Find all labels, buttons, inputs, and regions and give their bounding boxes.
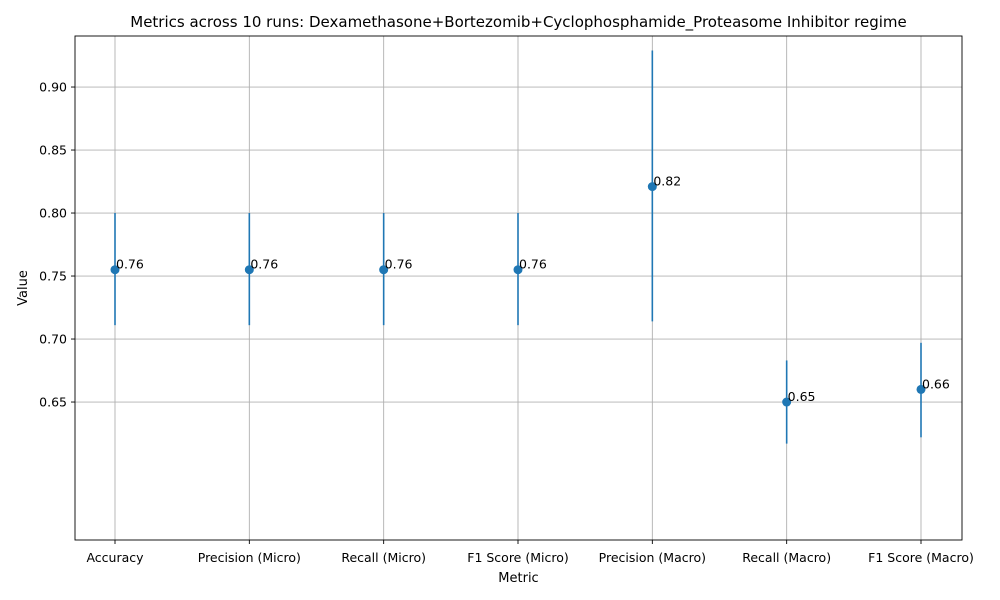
data-point xyxy=(244,265,254,275)
x-tick-label: Recall (Micro) xyxy=(341,550,426,565)
x-tick-label: Precision (Micro) xyxy=(198,550,301,565)
data-label: 0.82 xyxy=(653,174,681,189)
tick-layer: Accuracy Precision (Micro) Recall (Micro) F… xyxy=(39,80,974,565)
data-point xyxy=(782,397,792,407)
data-point xyxy=(379,265,389,275)
x-tick-label: F1 Score (Macro) xyxy=(868,550,974,565)
x-tick-label: Precision (Macro) xyxy=(599,550,706,565)
x-tick-label: F1 Score (Micro) xyxy=(467,550,569,565)
plot-frame xyxy=(74,35,963,541)
data-point xyxy=(110,265,120,275)
chart-title: Metrics across 10 runs: Dexamethasone+Bo… xyxy=(130,13,907,32)
data-label: 0.76 xyxy=(519,257,547,272)
data-label: 0.76 xyxy=(385,257,413,272)
data-label: 0.76 xyxy=(250,257,278,272)
y-tick-label: 0.65 xyxy=(39,395,67,410)
x-tick-label: Recall (Macro) xyxy=(742,550,831,565)
data-label: 0.65 xyxy=(788,389,816,404)
x-tick-label: Accuracy xyxy=(86,550,144,565)
data-label-layer: 0.76 0.76 0.76 0.76 0.82 0.65 0.66 xyxy=(116,174,950,404)
data-point xyxy=(647,182,657,192)
y-tick-label: 0.70 xyxy=(39,332,67,347)
data-point xyxy=(916,384,926,394)
x-axis-label: Metric xyxy=(498,571,538,586)
data-point xyxy=(513,265,523,275)
y-tick-label: 0.80 xyxy=(39,206,67,221)
y-tick-label: 0.90 xyxy=(39,80,67,95)
y-axis-label: Value xyxy=(16,270,31,306)
data-label: 0.76 xyxy=(116,257,144,272)
data-label: 0.66 xyxy=(922,376,950,391)
point-layer xyxy=(110,182,926,407)
y-tick-label: 0.75 xyxy=(39,269,67,284)
y-tick-label: 0.85 xyxy=(39,143,67,158)
